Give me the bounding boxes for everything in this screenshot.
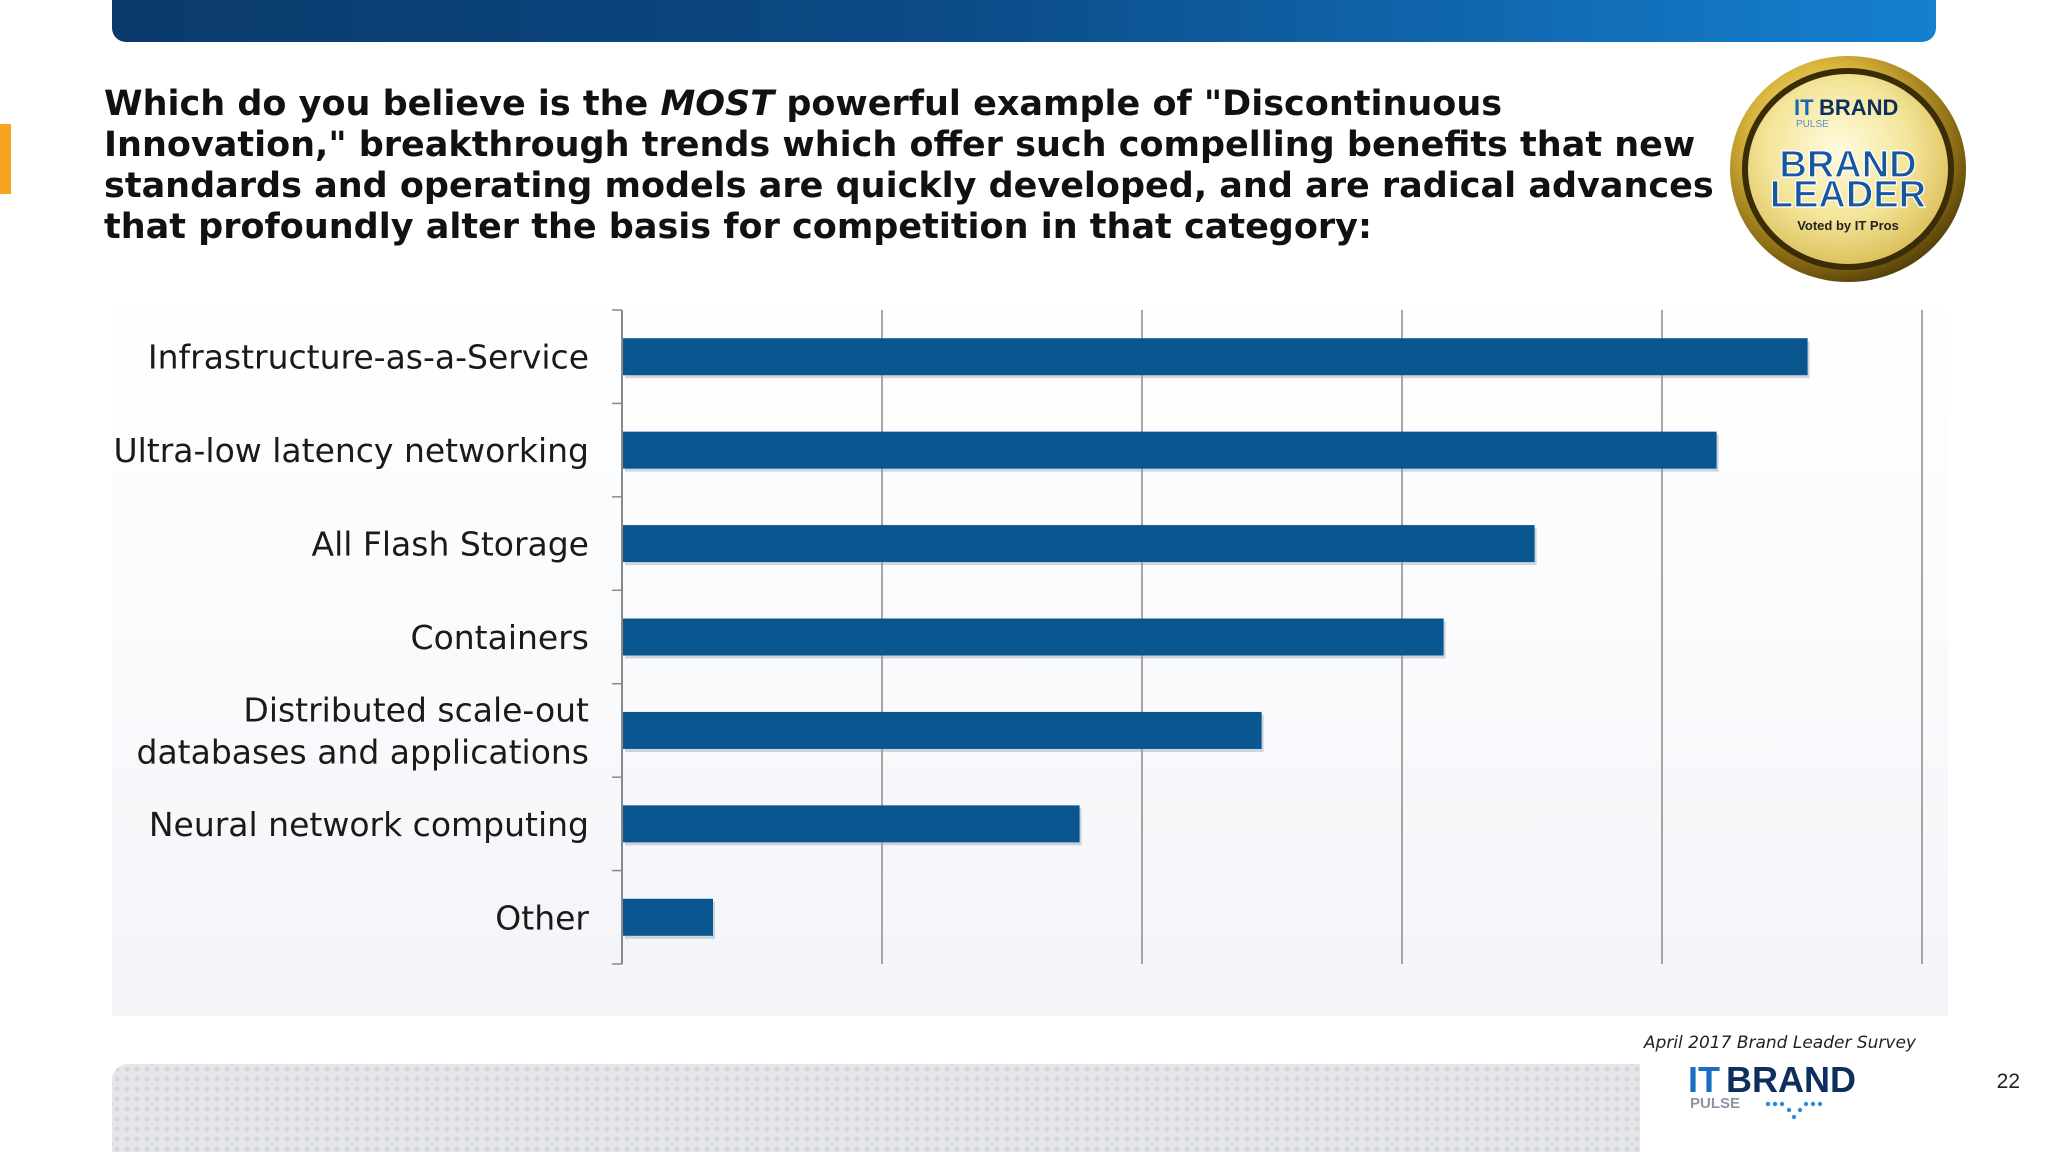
badge-title-line-2: LEADER	[1770, 174, 1926, 216]
bar-chart: Infrastructure-as-a-Service Ultra-low lat…	[113, 309, 1923, 965]
question-emphasis: MOST	[660, 84, 775, 124]
badge-face	[1748, 74, 1948, 264]
bar	[623, 618, 1444, 656]
category-label: databases and applications	[137, 732, 589, 771]
bar	[623, 338, 1808, 376]
badge-brand-pulse: PULSE	[1796, 119, 1829, 130]
logo-pulse-text: PULSE	[1690, 1095, 1740, 1112]
badge-title-line-1: BRAND	[1779, 144, 1916, 186]
footer-dotted-band	[112, 1064, 1936, 1152]
brand-leader-badge: IT BRAND PULSE BRAND LEADER Voted by IT …	[1730, 56, 1966, 282]
bar	[623, 711, 1262, 749]
category-label: All Flash Storage	[312, 525, 590, 564]
page-number: 22	[1996, 1070, 2020, 1093]
itbrand-pulse-logo: IT BRAND PULSE	[1688, 1059, 1856, 1120]
bar	[623, 898, 713, 936]
logo-it-text: IT	[1688, 1059, 1720, 1100]
category-label: Other	[495, 898, 589, 937]
bar	[623, 431, 1717, 469]
badge-brand-it: IT	[1794, 95, 1814, 120]
bar	[623, 525, 1535, 563]
badge-brand-name: BRAND	[1819, 95, 1898, 120]
category-label: Ultra-low latency networking	[113, 431, 589, 470]
question-text-start: Which do you believe is the	[104, 84, 661, 124]
footer-logo-tab	[1640, 1048, 1938, 1152]
badge-voted-text: Voted by IT Pros	[1797, 218, 1899, 233]
logo-pulse-dots-icon	[1765, 1101, 1823, 1120]
category-label: Distributed scale-out	[243, 690, 589, 729]
category-label: Containers	[411, 618, 589, 657]
logo-brand-text: BRAND	[1726, 1059, 1856, 1100]
side-accent-tab	[0, 124, 11, 194]
category-label: Infrastructure-as-a-Service	[148, 338, 589, 377]
question-text-end: powerful example of "Discontinuous Innov…	[104, 84, 1714, 247]
bar	[623, 805, 1080, 843]
category-label: Neural network computing	[149, 805, 589, 844]
survey-source-note: April 2017 Brand Leader Survey	[1643, 1033, 1916, 1053]
top-banner-bar	[112, 0, 1936, 42]
survey-question: Which do you believe is the MOST powerfu…	[104, 84, 1744, 248]
